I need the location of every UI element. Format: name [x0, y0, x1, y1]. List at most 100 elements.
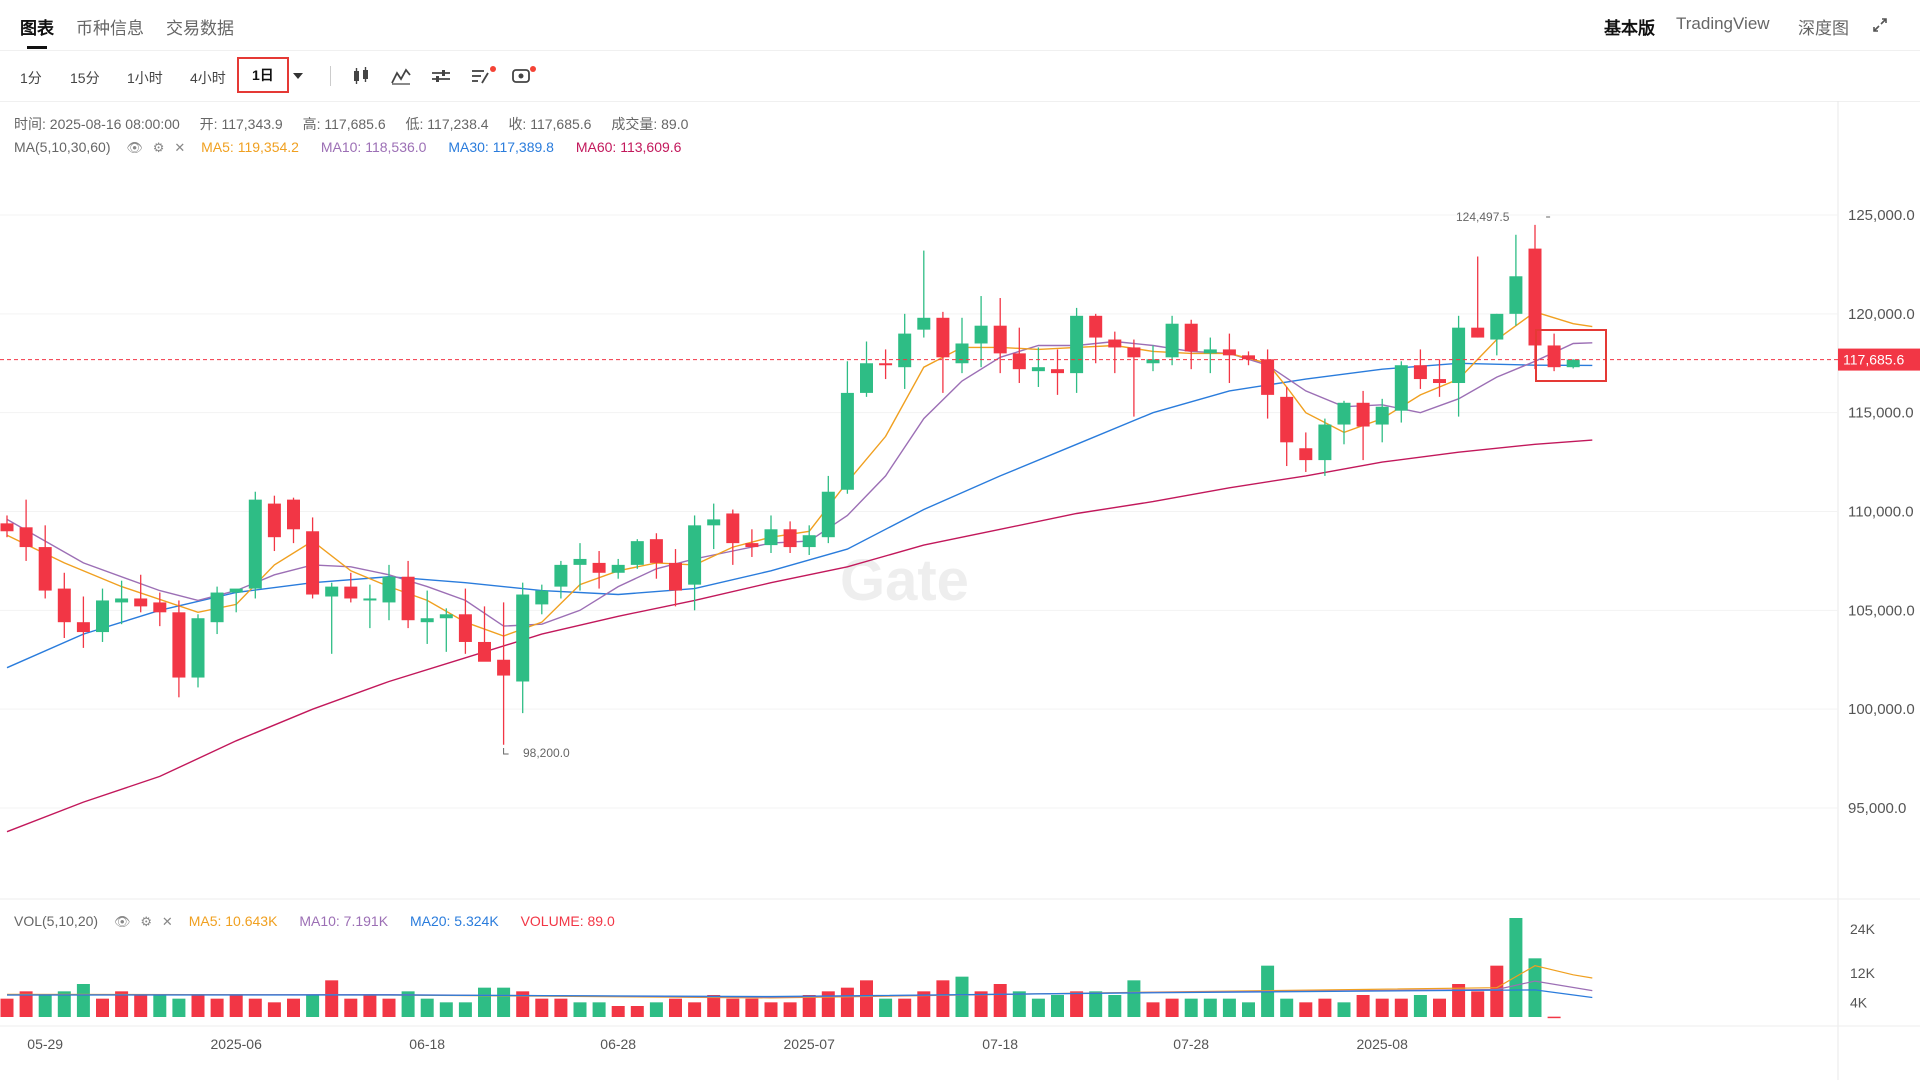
interval-4h[interactable]: 4小时: [190, 70, 226, 86]
tab-trade-data[interactable]: 交易数据: [166, 19, 234, 38]
volume-bar: [707, 995, 721, 1017]
time-tick-label: 07-28: [1173, 1036, 1209, 1052]
volume-bar: [19, 991, 33, 1017]
volume-bar: [879, 998, 893, 1017]
ma-legend-name: MA(5,10,30,60): [14, 139, 111, 155]
interval-1m[interactable]: 1分: [20, 70, 42, 86]
candle-body: [821, 491, 835, 538]
candle-body: [363, 598, 377, 601]
tab-tradingview[interactable]: TradingView: [1676, 14, 1770, 33]
volume-bar: [1203, 998, 1217, 1017]
indicator-icon[interactable]: [390, 65, 412, 87]
open-label: 开:: [199, 116, 218, 132]
candle-body: [439, 614, 453, 619]
price-tick-label: 125,000.0: [1848, 207, 1915, 224]
volume-bar: [325, 980, 339, 1017]
time-tick-label: 07-18: [982, 1036, 1018, 1052]
volume-bar: [287, 998, 300, 1017]
vol-close-icon[interactable]: ✕: [161, 914, 173, 929]
candle-body: [993, 325, 1007, 354]
candle-body: [210, 592, 224, 623]
candle-body: [1528, 248, 1542, 346]
candle-body: [707, 519, 721, 526]
close-value: 117,685.6: [530, 116, 592, 132]
candle-body: [783, 529, 797, 548]
toolbar-divider: [330, 66, 331, 86]
candle-body: [1452, 327, 1466, 384]
time-tick-label: 05-29: [27, 1036, 63, 1052]
candle-body: [325, 586, 339, 597]
candle-body: [1356, 402, 1370, 427]
volume-bar: [1031, 998, 1045, 1017]
volume-bar: [210, 998, 224, 1017]
volume-bar: [1490, 965, 1504, 1017]
candlestick-chart[interactable]: 125,000.0 120,000.0 115,000.0 110,000.0 105,…: [0, 101, 1920, 1080]
candle-body: [1012, 353, 1026, 370]
compare-icon[interactable]: [510, 65, 532, 87]
candle-body: [630, 541, 644, 565]
volume-bar: [38, 995, 52, 1017]
ma10-value: MA10: 118,536.0: [320, 139, 427, 155]
draw-tools-badge: [490, 66, 496, 72]
interval-1h[interactable]: 1小时: [127, 70, 163, 86]
candle-body: [573, 558, 587, 565]
volume-bar: [1337, 1002, 1351, 1017]
tab-basic[interactable]: 基本版: [1604, 19, 1655, 38]
candle-body: [860, 363, 873, 393]
candle-body: [38, 547, 52, 591]
candle-type-icon[interactable]: [350, 65, 372, 87]
candle-body: [802, 535, 816, 548]
candle-body: [267, 503, 281, 538]
volume-bar: [115, 991, 129, 1017]
volume-bar: [382, 998, 396, 1017]
volume-bar: [821, 991, 835, 1017]
price-tick-label: 95,000.0: [1848, 800, 1906, 817]
candle-body: [1299, 448, 1313, 461]
interval-15m[interactable]: 15分: [70, 70, 100, 86]
volume-bar: [1433, 998, 1446, 1017]
volume-bar: [1547, 1016, 1561, 1019]
vol-ma5-value: MA5: 10.643K: [188, 913, 278, 929]
volume-bar: [554, 998, 568, 1017]
volume-bar: [478, 987, 491, 1017]
tab-chart[interactable]: 图表: [20, 19, 54, 38]
price-tick-label: 120,000.0: [1848, 306, 1915, 323]
settings-icon[interactable]: ⚙: [152, 140, 165, 155]
tab-depth[interactable]: 深度图: [1798, 19, 1849, 38]
tab-coin-info[interactable]: 币种信息: [76, 19, 144, 38]
ma-legend: MA(5,10,30,60) 👁 ⚙ ✕ MA5: 119,354.2 MA10…: [14, 139, 681, 156]
chart-toolbar: 1分 15分 1小时 4小时 1日: [0, 51, 1920, 102]
volume-bar: [229, 995, 243, 1017]
volume-bar: [1471, 991, 1485, 1017]
candle-body: [134, 598, 148, 607]
volume-bar: [917, 991, 931, 1017]
vol-eye-icon[interactable]: 👁: [113, 914, 131, 929]
candle-body: [1031, 367, 1045, 372]
close-icon[interactable]: ✕: [174, 140, 186, 155]
volume-bar: [1242, 1002, 1255, 1017]
volume-bar: [974, 991, 988, 1017]
candle-body: [516, 594, 530, 682]
eye-icon[interactable]: 👁: [126, 140, 143, 155]
volume-bar: [1413, 995, 1427, 1017]
interval-1d[interactable]: 1日: [237, 57, 289, 93]
max-price-label: 124,497.5: [1456, 210, 1510, 224]
candle-body: [229, 588, 243, 593]
volume-bar: [191, 995, 205, 1017]
candle-body: [1108, 339, 1122, 348]
settings-sliders-icon[interactable]: [430, 65, 452, 87]
fullscreen-icon[interactable]: [1872, 17, 1888, 33]
candle-body: [1146, 359, 1160, 364]
volume-bar: [344, 998, 358, 1017]
volume-bar: [497, 987, 511, 1017]
volume-bar: [649, 1002, 663, 1017]
draw-tools-icon[interactable]: [470, 65, 492, 87]
candle-body: [535, 590, 549, 605]
candle-body: [306, 531, 320, 595]
candle-body: [1280, 396, 1294, 443]
candle-body: [1394, 365, 1408, 411]
candle-body: [592, 562, 606, 573]
volume-bar: [134, 995, 148, 1017]
interval-dropdown-icon[interactable]: [292, 72, 304, 80]
vol-settings-icon[interactable]: ⚙: [140, 914, 153, 929]
